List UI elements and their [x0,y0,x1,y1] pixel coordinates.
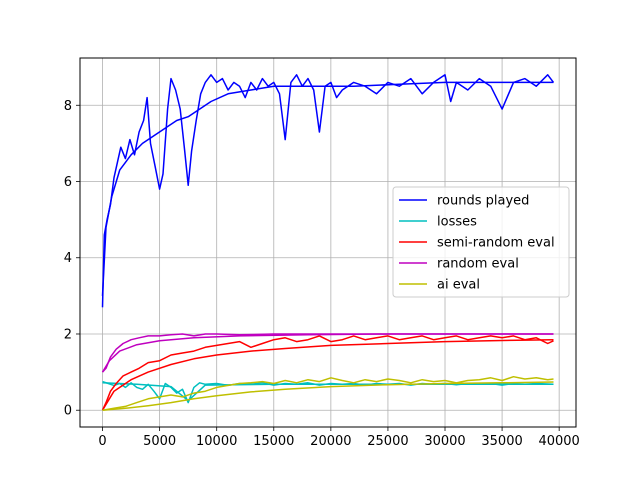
legend-box [392,186,570,298]
series-line-semi-random-eval-smoothed [101,338,554,411]
y-tick-label: 2 [64,327,72,342]
grid [80,58,576,427]
y-tick-label: 0 [64,404,72,419]
y-tick-label: 8 [64,99,72,114]
series-line-rounds-played-smoothed [101,81,554,296]
x-tick-label: 35000 [481,434,522,449]
x-tick-label: 15000 [253,434,294,449]
legend-label-ai-eval: ai eval [437,278,480,293]
x-tick-label: 25000 [367,434,408,449]
x-tick-label: 20000 [310,434,351,449]
plot-frame [79,57,577,428]
x-tick-label: 40000 [538,434,579,449]
x-tick-label: 10000 [196,434,237,449]
legend-label-rounds-played: rounds played [437,194,529,209]
y-tick-label: 4 [64,251,72,266]
series-line-ai-eval-smoothed [102,381,554,411]
series-line-losses [102,380,554,404]
series-line-random-eval [101,333,554,373]
series-lines [101,74,555,411]
x-tick-label: 5000 [143,434,176,449]
legend: rounds played losses semi-random eval rando… [392,186,570,298]
series-line-losses-smoothed [102,382,554,402]
x-tick-label: 30000 [424,434,465,449]
y-tick-label: 6 [64,175,72,190]
series-line-semi-random-eval [101,335,554,411]
legend-label-losses: losses [437,215,477,230]
legend-label-semi-random-eval: semi-random eval [437,236,555,251]
series-line-ai-eval [102,375,554,411]
legend-label-random-eval: random eval [437,257,519,272]
x-tick-label: 0 [98,434,106,449]
axis-ticks: 0 5000 10000 15000 20000 25000 30000 35000 40000… [64,99,580,449]
series-line-rounds-played [101,74,555,308]
